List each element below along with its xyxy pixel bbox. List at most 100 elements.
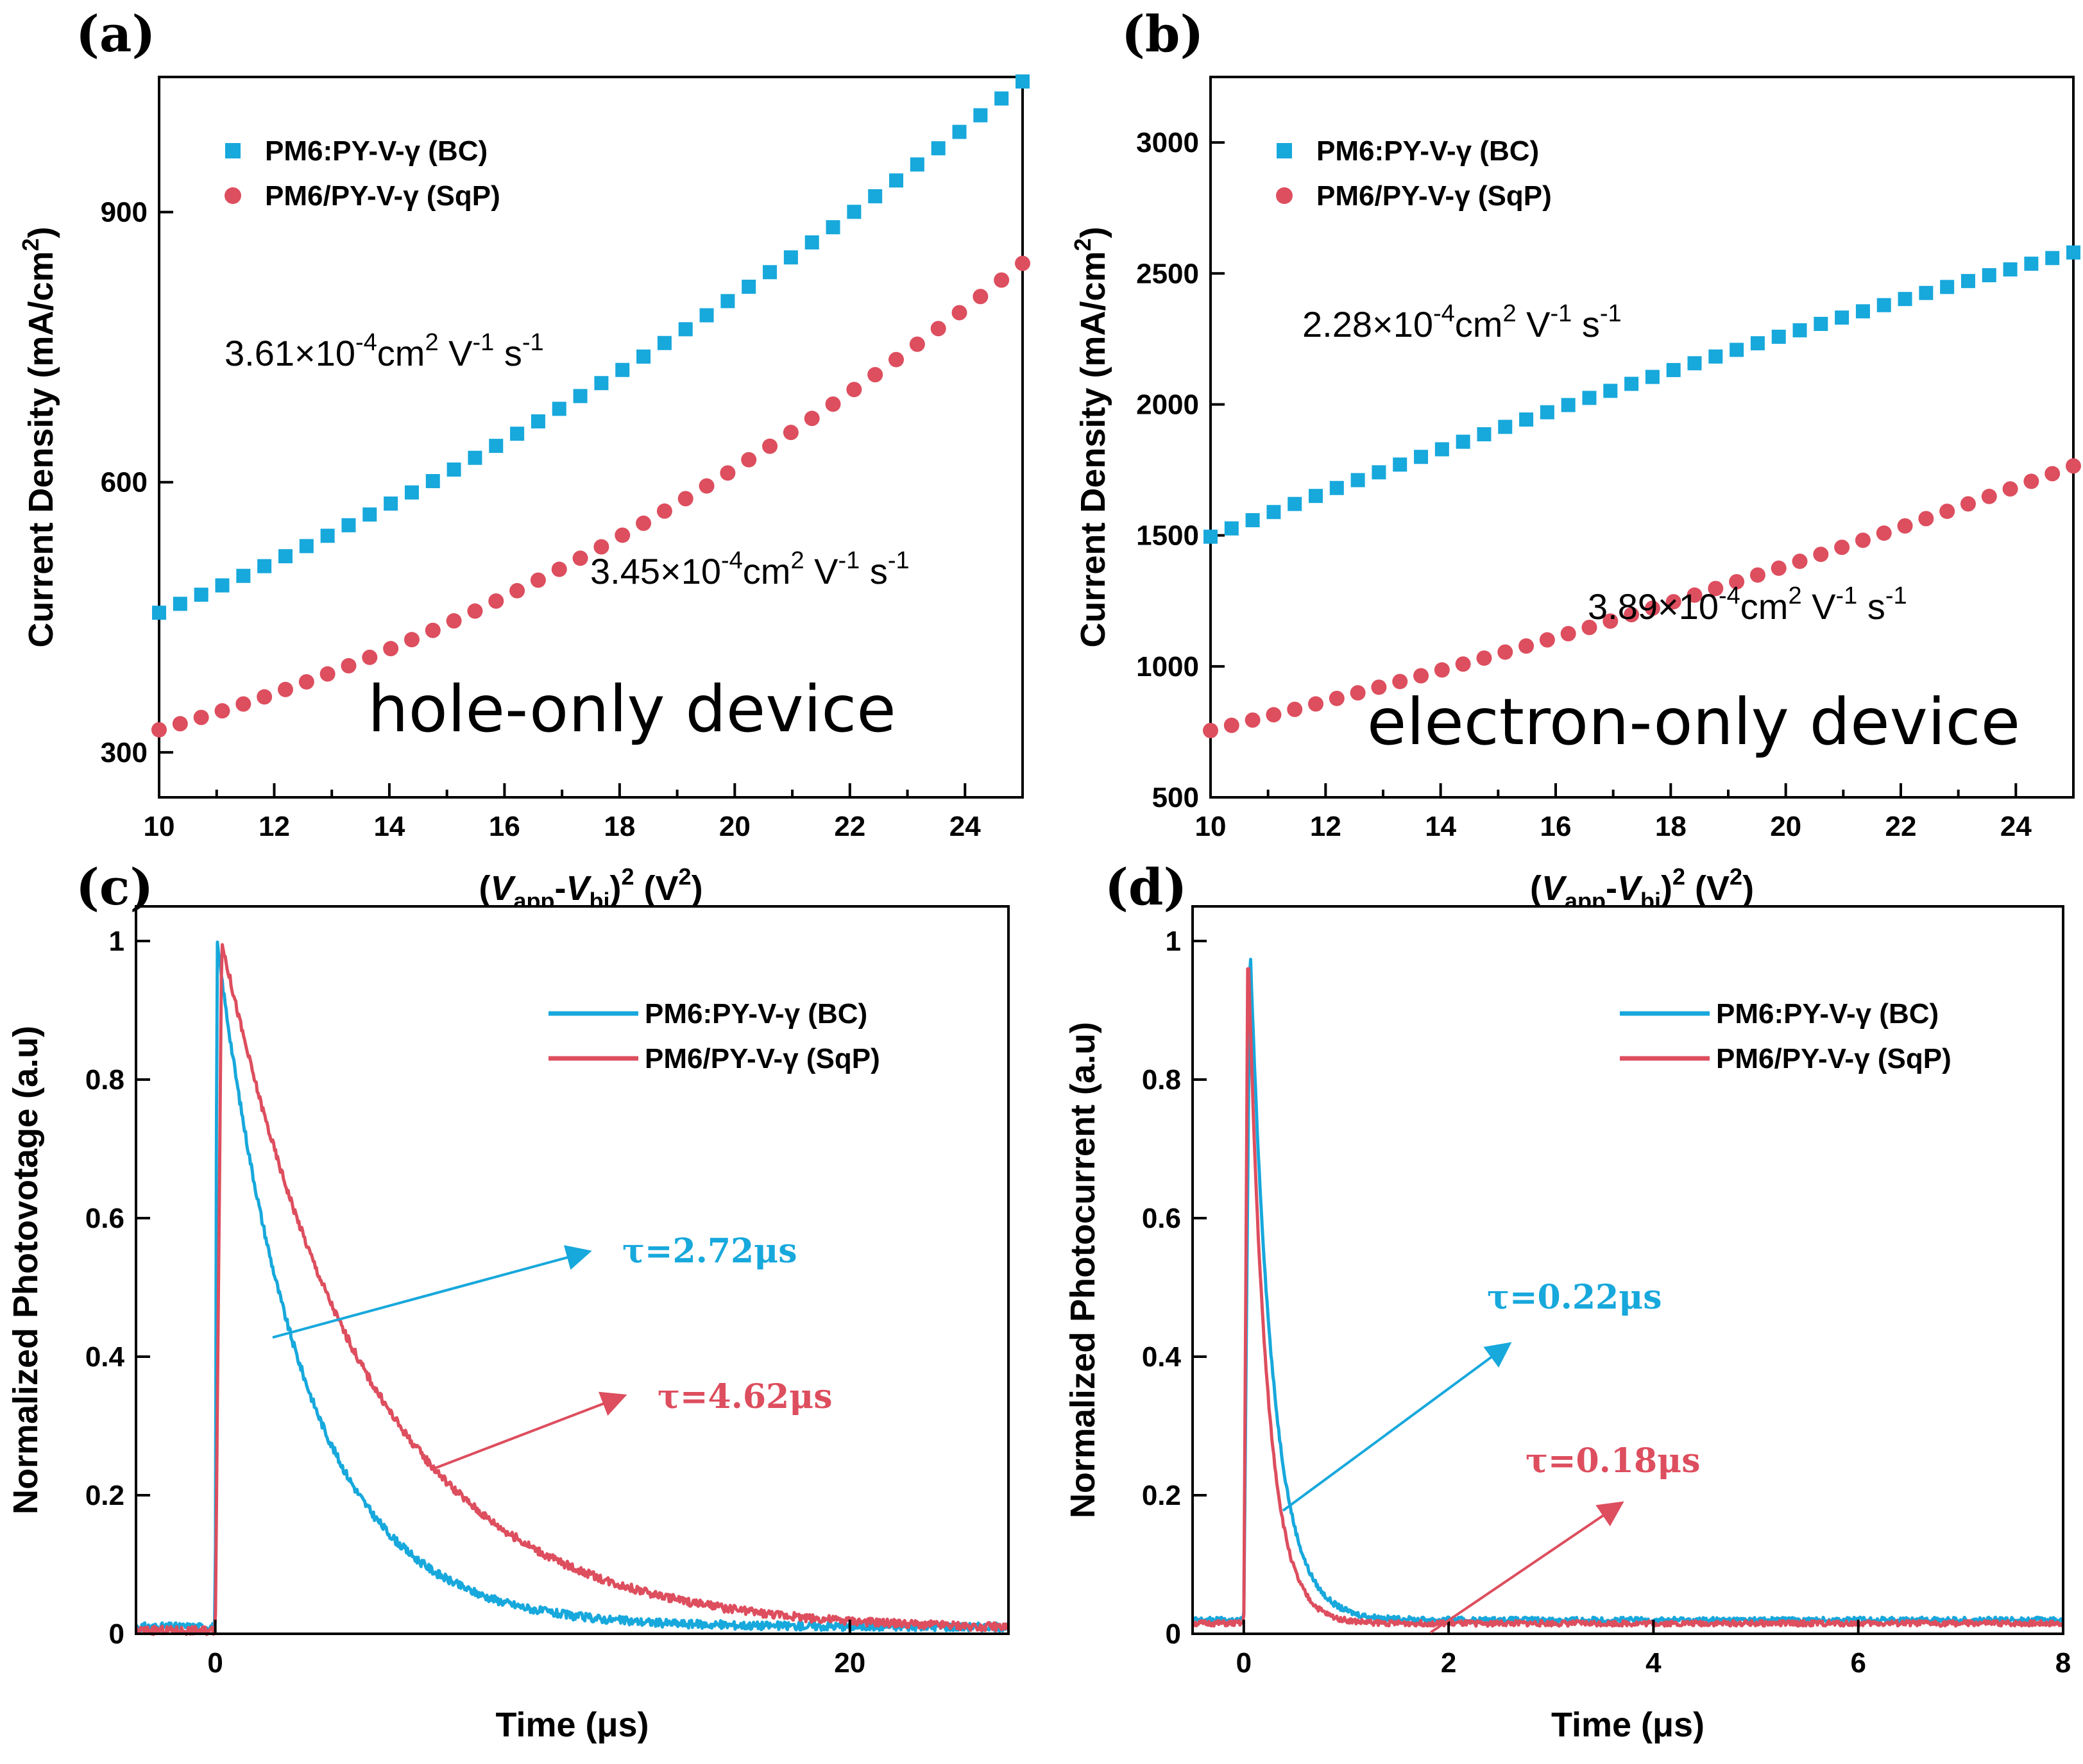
tau-label-sqp: τ=0.18μs (1526, 1441, 1701, 1480)
data-point (1203, 722, 1218, 738)
data-point (1792, 554, 1808, 570)
data-point (572, 550, 588, 566)
data-point (1329, 690, 1345, 706)
mobility-annotation: 3.89×10-4cm2 V-1 s-1 (1588, 582, 1907, 627)
series-sqp-line (134, 943, 1010, 1636)
panel-b: 10 12 14 16 18 20 22 2450010001500200025003000(… (1069, 5, 2081, 914)
data-point (1350, 473, 1365, 488)
data-point (867, 367, 883, 383)
data-point (404, 485, 419, 500)
x-tick-label: 0 (1236, 1647, 1252, 1679)
data-point (783, 425, 799, 441)
x-tick-label: 12 (1310, 811, 1341, 842)
x-title-unit-close: ) (1742, 869, 1754, 908)
x-tick-label: 0 (207, 1647, 223, 1679)
x-tick-label: 14 (373, 811, 405, 842)
data-point (236, 568, 251, 583)
data-point (1771, 560, 1787, 576)
data-point (1897, 518, 1913, 534)
data-point (1771, 329, 1786, 344)
mobility-s-exp: -1 (1885, 582, 1907, 609)
mobility-base: 3.89×10 (1588, 586, 1719, 627)
x-tick-label: 20 (719, 811, 751, 842)
data-point (1223, 717, 1239, 733)
y-tick-label: 0.2 (85, 1480, 124, 1511)
data-point (1224, 521, 1239, 536)
x-tick-label: 14 (1425, 811, 1456, 842)
y-tick-label: 0.8 (85, 1064, 124, 1096)
panel-d: 0 2 4 6 8 0 0.2 0.4 0.6 0.8 1 (d) PM6:PY-V-γ (BC) PM6… (1064, 858, 2071, 1744)
x-title-sup: 2 (1672, 863, 1685, 890)
mobility-v-exp: -1 (473, 329, 495, 356)
x-title-v: V (490, 869, 516, 908)
data-point (1708, 581, 1724, 597)
x-title-sup: 2 (621, 863, 634, 890)
data-point (846, 382, 862, 398)
data-point (1518, 638, 1535, 654)
data-point (531, 414, 545, 428)
y-tick-label: 0.6 (1142, 1203, 1181, 1234)
legend-marker-bc (225, 143, 241, 158)
plot-background (1193, 906, 2063, 1634)
data-point (1940, 280, 1955, 294)
data-point (699, 308, 714, 323)
data-point (826, 220, 840, 235)
y-tick-label: 0.6 (85, 1203, 124, 1234)
data-point (1497, 644, 1513, 660)
mobility-s: s (860, 551, 888, 591)
y-tick-label: 300 (101, 737, 148, 768)
y-tick-label: 0 (109, 1618, 124, 1650)
x-title-v: V (566, 869, 591, 908)
data-point (383, 641, 399, 657)
mobility-s: s (494, 333, 522, 373)
x-tick-label: 24 (949, 811, 981, 842)
device-label: hole-only device (368, 672, 896, 747)
y-tick-label: 1 (109, 926, 124, 957)
legend-marker-sqp (1276, 187, 1293, 204)
mobility-v-exp: -1 (1836, 582, 1858, 609)
mobility-annotation: 2.28×10-4cm2 V-1 s-1 (1302, 300, 1622, 344)
x-tick-label: 12 (259, 811, 290, 842)
data-point (930, 321, 946, 337)
data-point (909, 336, 925, 352)
tau-arrow-bc (1282, 1342, 1512, 1512)
data-point (951, 305, 967, 321)
mobility-exp: -4 (1719, 582, 1740, 609)
y-title-close: ) (1074, 226, 1112, 238)
x-tick-label: 18 (1655, 811, 1687, 842)
data-point (804, 411, 820, 427)
tau-arrow-bc (272, 1245, 592, 1339)
tau-arrow-sqp (1429, 1501, 1624, 1634)
x-title-unit: (V (634, 869, 679, 908)
plot-frame (1191, 905, 2064, 1635)
data-point (1413, 668, 1429, 684)
data-point (1814, 316, 1828, 331)
x-title-open: ( (479, 869, 490, 908)
data-point (2023, 473, 2039, 489)
y-axis-title: Normalized Photocurrent (a.u) (1064, 1022, 1102, 1518)
y-tick-label: 0.4 (1142, 1341, 1182, 1373)
mobility-annotation: 3.45×10-4cm2 V-1 s-1 (590, 547, 910, 591)
data-point (573, 389, 588, 403)
data-point (1434, 442, 1449, 457)
data-point (1582, 391, 1597, 405)
x-title-unit-sup: 2 (679, 863, 692, 890)
data-point (1016, 74, 1030, 89)
data-point (720, 465, 736, 481)
data-point (446, 462, 461, 477)
x-title-close: ) (1661, 869, 1672, 908)
data-point (1939, 504, 1955, 520)
data-point (952, 124, 967, 139)
data-point (1982, 268, 1996, 283)
data-point (847, 205, 862, 219)
x-title-close: ) (610, 869, 622, 908)
y-tick-label: 500 (1152, 782, 1199, 813)
data-point (1434, 662, 1450, 678)
x-axis-title: Time (μs) (1551, 1706, 1705, 1744)
data-point (1981, 488, 1997, 504)
data-point (257, 689, 273, 705)
data-point (1540, 405, 1554, 420)
y-tick-label: 2000 (1136, 389, 1199, 420)
mobility-base: 3.45×10 (590, 551, 721, 591)
panel-c: 0 20 0 0.2 0.4 0.6 0.8 1 (c) PM6:PY-V-γ (BC) PM6/P… (6, 858, 1010, 1744)
